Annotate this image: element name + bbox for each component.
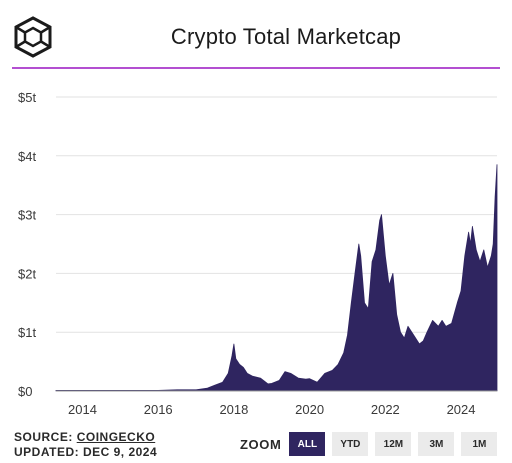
brand-logo-icon bbox=[12, 16, 54, 58]
x-tick-label: 2024 bbox=[447, 402, 476, 417]
zoom-ytd-button[interactable]: YTD bbox=[332, 432, 369, 456]
x-tick-label: 2018 bbox=[219, 402, 248, 417]
y-tick-label: $0 bbox=[18, 384, 32, 399]
y-tick-label: $5t bbox=[18, 90, 36, 105]
zoom-all-button[interactable]: ALL bbox=[289, 432, 326, 456]
marketcap-area-chart: $0 $1t $2t $3t $4t $5t 2014 2016 2018 2020 2022 202… bbox=[18, 90, 498, 417]
updated-date: UPDATED: DEC 9, 2024 bbox=[14, 445, 158, 459]
x-tick-label: 2014 bbox=[68, 402, 97, 417]
marketcap-area bbox=[55, 164, 498, 392]
source-label: SOURCE: bbox=[14, 430, 73, 444]
zoom-12m-button[interactable]: 12M bbox=[375, 432, 412, 456]
y-tick-label: $1t bbox=[18, 325, 36, 340]
x-tick-label: 2016 bbox=[144, 402, 173, 417]
zoom-label: ZOOM bbox=[240, 436, 282, 452]
y-tick-label: $4t bbox=[18, 149, 36, 164]
y-tick-label: $2t bbox=[18, 266, 36, 281]
chart-title: Crypto Total Marketcap bbox=[170, 24, 402, 49]
y-tick-label: $3t bbox=[18, 208, 36, 223]
zoom-controls: ZOOM ALL YTD 12M 3M 1M bbox=[240, 431, 498, 457]
title-divider bbox=[12, 67, 500, 69]
source-line: SOURCE: COINGECKO bbox=[14, 430, 155, 445]
x-tick-label: 2022 bbox=[371, 402, 400, 417]
x-tick-label: 2020 bbox=[295, 402, 324, 417]
zoom-1m-button[interactable]: 1M bbox=[461, 432, 498, 456]
source-link[interactable]: COINGECKO bbox=[76, 430, 156, 444]
zoom-3m-button[interactable]: 3M bbox=[418, 432, 455, 456]
